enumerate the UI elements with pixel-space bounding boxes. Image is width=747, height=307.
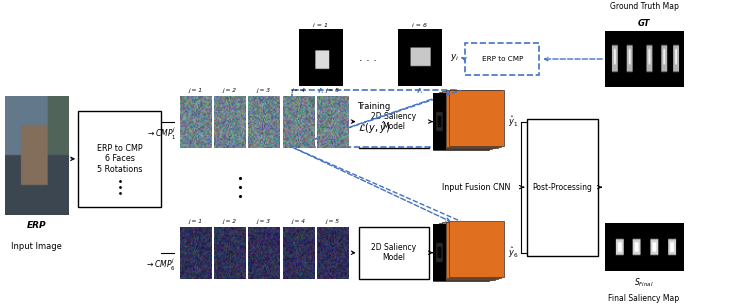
Bar — [442, 91, 498, 148]
Text: Training: Training — [357, 102, 391, 111]
Text: GT: GT — [638, 19, 651, 28]
Bar — [433, 93, 489, 150]
Text: ERP: ERP — [27, 221, 46, 231]
Bar — [445, 222, 501, 278]
Bar — [359, 95, 430, 148]
Text: $\hat{y}_6$: $\hat{y}_6$ — [508, 246, 518, 260]
Bar — [527, 119, 598, 256]
Text: ERP to CMP
6 Faces
5 Rotations: ERP to CMP 6 Faces 5 Rotations — [97, 144, 143, 174]
Text: $\hat{y}_1$: $\hat{y}_1$ — [508, 114, 518, 129]
Text: i = 6: i = 6 — [412, 23, 427, 28]
Text: $S_{Final}$: $S_{Final}$ — [634, 277, 654, 289]
Text: 2D Saliency
Model: 2D Saliency Model — [371, 243, 417, 262]
Text: j = 5: j = 5 — [326, 88, 340, 93]
Bar — [445, 91, 501, 147]
Bar — [442, 222, 498, 279]
Text: Post-Processing: Post-Processing — [532, 183, 592, 192]
Bar — [436, 92, 492, 149]
Text: 2D Saliency
Model: 2D Saliency Model — [371, 112, 417, 131]
Text: Ground Truth Map: Ground Truth Map — [610, 2, 678, 11]
Text: $\rightarrow CMP_6^j$: $\rightarrow CMP_6^j$ — [146, 257, 176, 273]
Text: Final Saliency Map: Final Saliency Map — [609, 294, 680, 303]
Text: $\mathcal{L}(y, \hat{y})$: $\mathcal{L}(y, \hat{y})$ — [358, 119, 390, 136]
Bar — [449, 90, 504, 146]
Text: j = 1: j = 1 — [189, 219, 202, 224]
Text: Input Fusion CNN: Input Fusion CNN — [441, 183, 510, 192]
Text: j = 4: j = 4 — [291, 219, 306, 224]
Text: Input Image: Input Image — [11, 242, 62, 251]
Text: j = 3: j = 3 — [257, 219, 271, 224]
Text: $\rightarrow CMP_1^j$: $\rightarrow CMP_1^j$ — [146, 126, 176, 142]
Text: j = 5: j = 5 — [326, 219, 340, 224]
Bar — [359, 227, 430, 279]
Bar — [291, 90, 456, 147]
Text: j = 2: j = 2 — [223, 219, 237, 224]
Bar — [465, 43, 539, 76]
Bar — [439, 223, 495, 280]
Text: j = 2: j = 2 — [223, 88, 237, 93]
Bar — [436, 224, 492, 280]
Text: j = 4: j = 4 — [291, 88, 306, 93]
Text: j = 1: j = 1 — [189, 88, 202, 93]
Text: i = 1: i = 1 — [313, 23, 328, 28]
Bar — [439, 92, 495, 149]
Bar — [433, 224, 489, 281]
Text: $y_i$: $y_i$ — [450, 52, 459, 63]
Text: ERP to CMP: ERP to CMP — [482, 56, 523, 62]
Bar — [78, 111, 161, 207]
Text: . . .: . . . — [359, 52, 377, 63]
Bar — [449, 221, 504, 278]
Text: j = 3: j = 3 — [257, 88, 271, 93]
